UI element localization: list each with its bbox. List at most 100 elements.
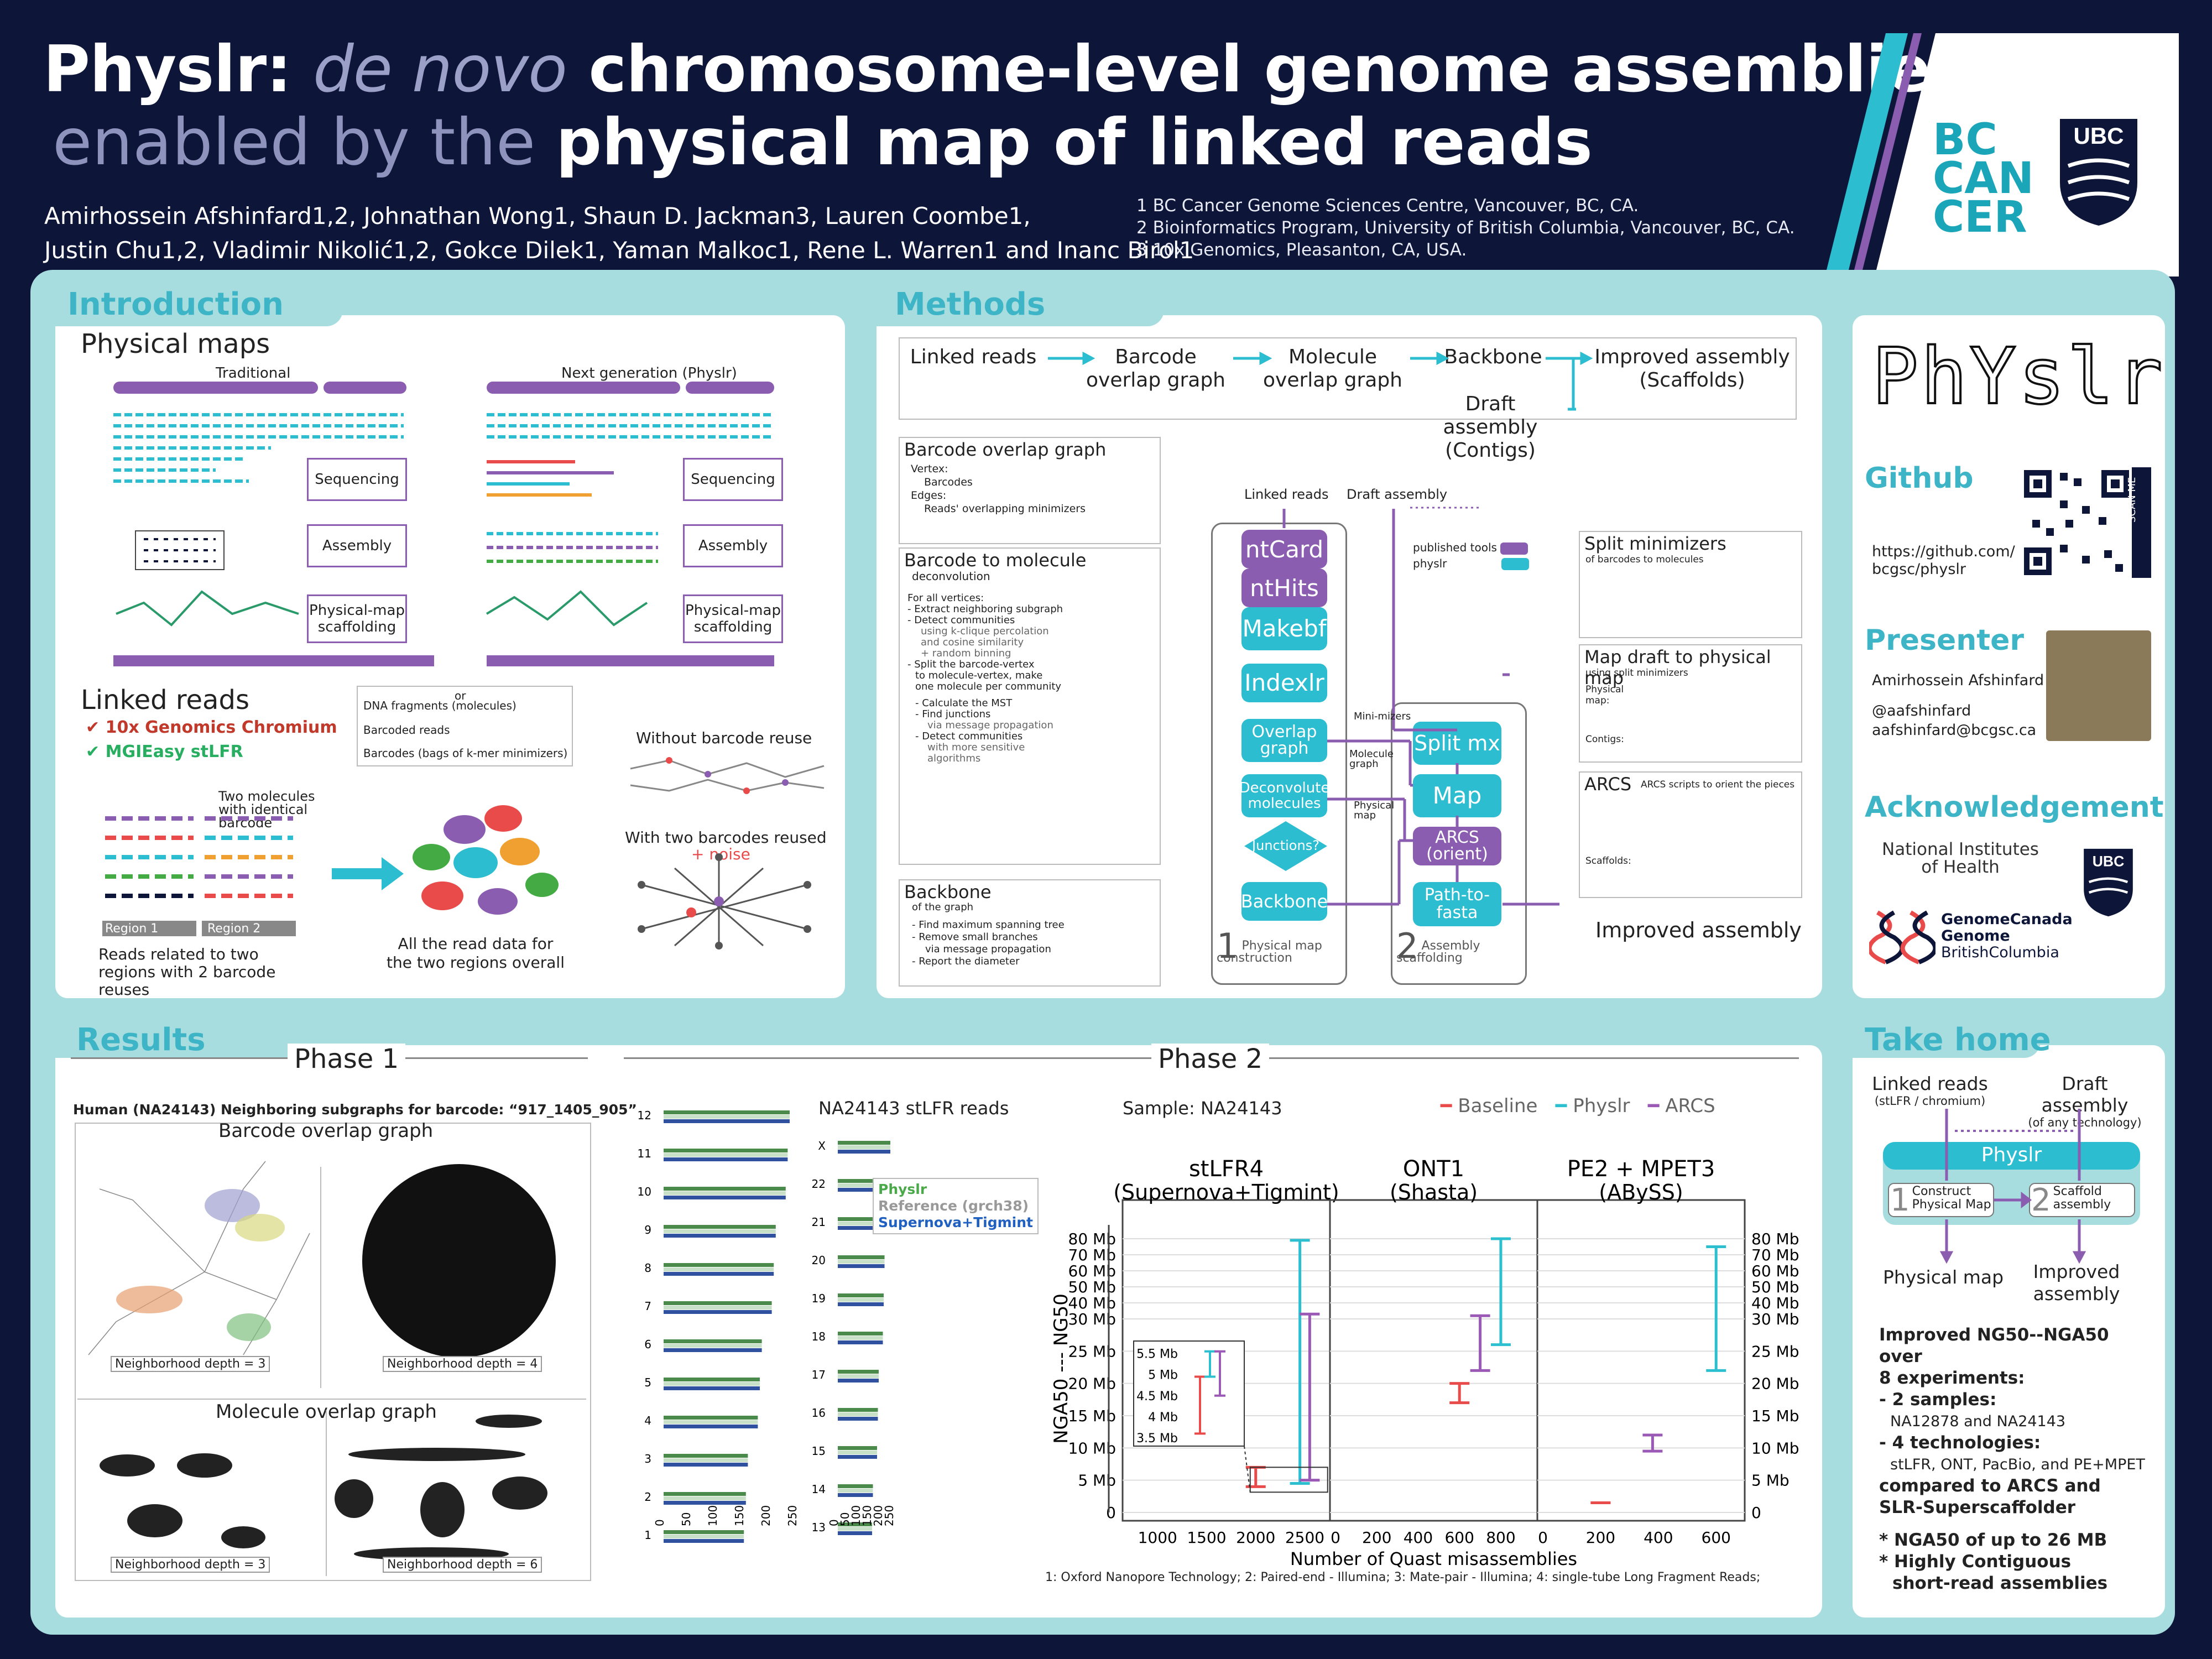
chromosome-track xyxy=(838,1370,879,1374)
pipe-draft-assembly: Draft assembly xyxy=(1347,487,1448,502)
map-draft-subpanel: Map draft to physical map using split mi… xyxy=(1579,644,1802,763)
github-url[interactable]: https://github.com/ bcgsc/physlr xyxy=(1872,543,2015,578)
chromosome-track xyxy=(838,1188,890,1192)
chromosome-track xyxy=(838,1446,877,1450)
mb-tick-label: 0 xyxy=(827,1519,841,1526)
th-step2: 2 Scaffold assembly xyxy=(2031,1182,2111,1218)
presenter-email[interactable]: aafshinfard@bcgsc.ca xyxy=(1872,722,2037,739)
legend-arcs: ARCS xyxy=(1665,1095,1715,1117)
green-check-icon: ✔ xyxy=(86,742,100,761)
facet-title: PE2 + MPET3 xyxy=(1567,1156,1715,1182)
th-step1: 1 Construct Physical Map xyxy=(1890,1182,1991,1218)
flow-molecule-graph: Molecule overlap graph xyxy=(1262,346,1403,392)
x-tick-label: 1500 xyxy=(1187,1528,1226,1547)
chromosome-track xyxy=(664,1272,774,1276)
results-panel xyxy=(55,1045,1822,1618)
ack-title: Acknowledgement xyxy=(1865,791,2164,824)
chromosome-track xyxy=(664,1463,748,1467)
chromosome-track xyxy=(664,1425,758,1428)
mb-tick-label: 50 xyxy=(680,1512,693,1526)
qr-code-icon[interactable] xyxy=(2021,467,2151,578)
chromosome-label: 4 xyxy=(644,1414,651,1427)
mb-tick-label: 100 xyxy=(706,1505,719,1526)
inset-frame xyxy=(1133,1340,1245,1447)
depth3-label: Neighborhood depth = 3 xyxy=(111,1356,270,1372)
map-tool: Map xyxy=(1413,774,1501,817)
phase1-title: Phase 1 xyxy=(288,1044,406,1074)
chromosome-track xyxy=(664,1416,758,1420)
chromosome-label: 9 xyxy=(644,1223,651,1237)
facet-title: ONT1 xyxy=(1403,1156,1464,1182)
chromosome-track xyxy=(838,1260,885,1264)
chromosome-track xyxy=(838,1183,890,1187)
nga50-chart: stLFR4(Supernova+Tigmint)1000 1500 2000 250… xyxy=(1050,1156,1799,1569)
facet-subtitle: (ABySS) xyxy=(1599,1180,1683,1204)
chromosome-label: 22 xyxy=(812,1177,826,1191)
takehome-panel xyxy=(1853,1045,2165,1618)
mb-tick-label: 150 xyxy=(733,1505,746,1526)
nextgen-label: Next generation (Physlr) xyxy=(561,365,737,382)
read-clusters-diagram xyxy=(332,805,559,915)
chromosome-track xyxy=(838,1332,883,1335)
x-tick-label: 0 xyxy=(1331,1528,1340,1547)
region-reads-diagram xyxy=(102,816,296,936)
tool-legend: published tools physlr xyxy=(1413,541,1529,570)
physical-map-label: Physical map xyxy=(1354,800,1395,821)
chromosome-track xyxy=(664,1454,748,1458)
bc-cancer-logo: BC CAN CER xyxy=(1933,115,2034,242)
inset-tick-label: 3.5 Mb xyxy=(1136,1432,1178,1446)
presenter-name: Amirhossein Afshinfard xyxy=(1872,672,2044,689)
traditional-label: Traditional xyxy=(216,365,291,382)
legend-baseline: Baseline xyxy=(1458,1095,1538,1117)
human-subgraph-caption: Human (NA24143) Neighboring subgraphs fo… xyxy=(73,1102,637,1118)
chromosome-legend: Physlr Reference (grch38) Supernova+Tigmin… xyxy=(873,1178,1039,1234)
zoom-box xyxy=(1249,1467,1328,1493)
mb-tick-label: 250 xyxy=(786,1505,799,1526)
stlfr-title: NA24143 stLFR reads xyxy=(818,1098,1009,1119)
phase1-network-plots xyxy=(77,1161,586,1576)
chromosome-track xyxy=(838,1298,884,1302)
legend-physlr: Physlr xyxy=(1573,1095,1630,1117)
flow-linked-reads: Linked reads xyxy=(910,346,1037,368)
chromosome-track xyxy=(664,1348,762,1352)
chromosome-track xyxy=(838,1145,890,1149)
chromosome-track xyxy=(838,1493,873,1497)
x-tick-label: 200 xyxy=(1362,1528,1391,1547)
region1-label: Region 1 xyxy=(105,922,159,936)
chromosome-label: 18 xyxy=(812,1330,826,1343)
facet-frame xyxy=(1536,1199,1746,1522)
chromosome-track xyxy=(838,1455,877,1459)
chromosome-track xyxy=(664,1539,744,1543)
flow-improved: Improved assembly (Scaffolds) xyxy=(1594,346,1790,392)
pipe-linked-reads: Linked reads xyxy=(1244,487,1329,502)
y-tick-label-right: 0 xyxy=(1751,1504,1761,1522)
chromosome-track xyxy=(838,1150,890,1154)
chromosome-plot-right: X 22 21 20 19 18 17 16 15 14 13 0 50 100 150 200 250 xyxy=(810,1136,993,1559)
x-tick-label: 0 xyxy=(1538,1528,1548,1547)
chromosome-track xyxy=(664,1115,790,1119)
physical-map-construction-group xyxy=(1211,523,1347,985)
chromosome-track xyxy=(838,1336,883,1340)
reads-caption: Reads related to two regions with 2 barc… xyxy=(98,945,276,999)
facet-title: stLFR4 xyxy=(1189,1156,1264,1182)
facet-subtitle: (Shasta) xyxy=(1390,1180,1478,1204)
mb-tick-label: 200 xyxy=(872,1505,885,1526)
chromosome-track xyxy=(664,1229,776,1233)
inset-tick-label: 4.5 Mb xyxy=(1136,1390,1178,1404)
takehome-flow xyxy=(1883,1109,2140,1264)
red-check-icon: ✔ xyxy=(86,718,100,737)
x-tick-label: 200 xyxy=(1586,1528,1615,1547)
chromosome-track xyxy=(838,1293,884,1297)
chromosome-track xyxy=(838,1217,889,1221)
facet-subtitle: (Supernova+Tigmint) xyxy=(1113,1180,1339,1204)
results-title: Results xyxy=(76,1022,206,1058)
junctions-label: Junctions? xyxy=(1252,838,1319,853)
inset-tick-label: 5 Mb xyxy=(1148,1369,1178,1383)
chromosome-track xyxy=(838,1226,889,1230)
y-tick-label-right: 30 Mb xyxy=(1751,1310,1799,1328)
y-axis-label: NGA50 --- NG50 xyxy=(1050,1293,1072,1444)
assembly-box-nextgen: Assembly xyxy=(683,524,783,567)
zoom-connector xyxy=(1244,1446,1251,1493)
y-tick-label-right: 80 Mb xyxy=(1751,1230,1799,1248)
chromosome-label: 14 xyxy=(812,1483,826,1496)
